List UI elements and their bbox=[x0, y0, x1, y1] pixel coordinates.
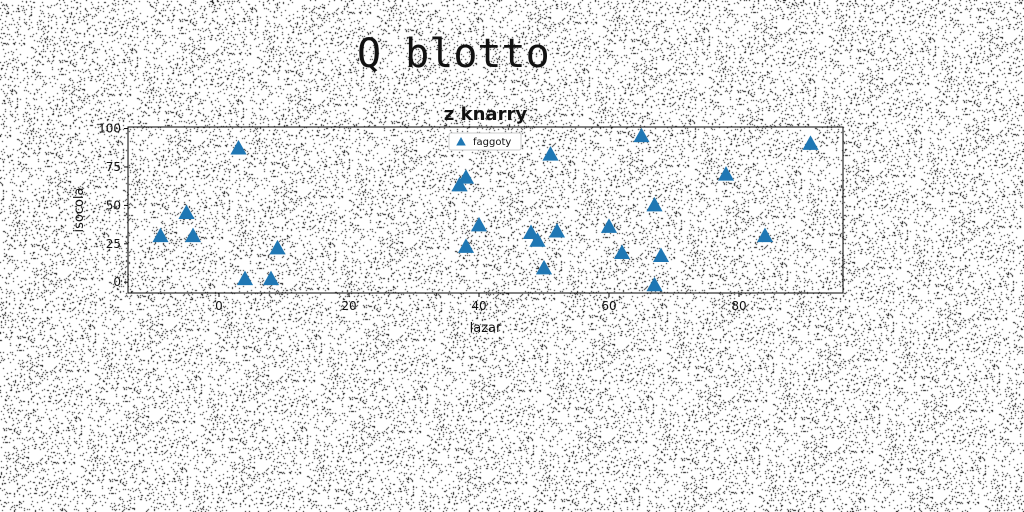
data-point bbox=[717, 166, 735, 181]
y-tick-label: 100 bbox=[98, 122, 121, 136]
data-point bbox=[646, 196, 663, 212]
figure-suptitle: Q blotto bbox=[357, 31, 550, 77]
data-point bbox=[522, 224, 540, 240]
data-point bbox=[548, 223, 566, 238]
data-point bbox=[646, 276, 663, 292]
data-point bbox=[529, 232, 546, 247]
legend-box bbox=[448, 132, 522, 151]
data-point bbox=[451, 176, 468, 192]
x-tick-label: 40 bbox=[471, 299, 486, 313]
data-point bbox=[535, 259, 553, 275]
data-points bbox=[152, 127, 819, 292]
data-point bbox=[633, 127, 650, 143]
legend-marker bbox=[456, 137, 466, 146]
axis-ticks: 0 20 40 60 80 0 25 50 75 100 bbox=[98, 122, 747, 313]
y-tick-label: 75 bbox=[106, 160, 121, 174]
plot-frame bbox=[127, 126, 844, 294]
data-point bbox=[262, 270, 280, 286]
x-tick-label: 80 bbox=[731, 299, 746, 313]
y-tick-label: 25 bbox=[106, 237, 121, 251]
data-point bbox=[600, 218, 618, 233]
data-point bbox=[756, 227, 774, 243]
y-axis-label: isocola bbox=[72, 187, 87, 232]
data-point bbox=[470, 216, 488, 232]
data-point bbox=[230, 140, 247, 155]
data-point bbox=[236, 270, 254, 286]
data-point bbox=[802, 135, 819, 150]
data-point bbox=[652, 247, 670, 263]
data-point bbox=[269, 239, 286, 255]
legend: faggoty bbox=[448, 132, 522, 151]
data-point bbox=[542, 146, 559, 161]
data-point bbox=[457, 169, 475, 184]
data-point bbox=[152, 227, 169, 243]
legend-label: faggoty bbox=[473, 137, 511, 148]
x-tick-label: 20 bbox=[341, 299, 356, 313]
x-axis-label: lazar bbox=[470, 321, 502, 336]
x-tick-label: 60 bbox=[601, 299, 616, 313]
data-point bbox=[184, 227, 202, 243]
y-tick-label: 0 bbox=[113, 275, 121, 289]
x-tick-label: 0 bbox=[215, 299, 223, 313]
chart-title: z knarry bbox=[444, 104, 527, 125]
y-tick-label: 50 bbox=[106, 198, 121, 212]
data-point bbox=[457, 238, 475, 253]
data-point bbox=[613, 244, 631, 259]
data-point bbox=[178, 204, 195, 220]
